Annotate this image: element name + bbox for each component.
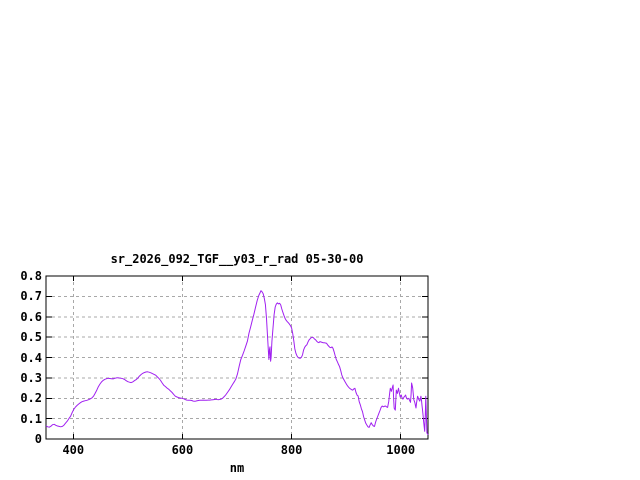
y-tick-label: 0.4 [20, 350, 42, 365]
y-tick-label: 0.5 [20, 330, 42, 345]
y-tick-label: 0 [34, 432, 42, 446]
y-tick-label: 0.7 [20, 289, 42, 304]
x-tick-label: 1000 [386, 443, 416, 457]
x-axis-label: nm [229, 461, 245, 475]
chart-title: sr_2026_092_TGF__y03_r_rad 05-30-00 [110, 252, 364, 266]
x-tick-label: 800 [280, 443, 303, 457]
y-tick-label: 0.1 [20, 411, 42, 426]
spectrum-curve [45, 290, 429, 436]
y-tick-label: 0.8 [20, 269, 42, 283]
y-tick-label: 0.3 [20, 370, 42, 385]
x-tick-label: 600 [171, 443, 194, 457]
x-tick-label: 400 [62, 443, 85, 457]
y-tick-label: 0.6 [20, 309, 42, 324]
y-tick-label: 0.2 [20, 391, 42, 406]
